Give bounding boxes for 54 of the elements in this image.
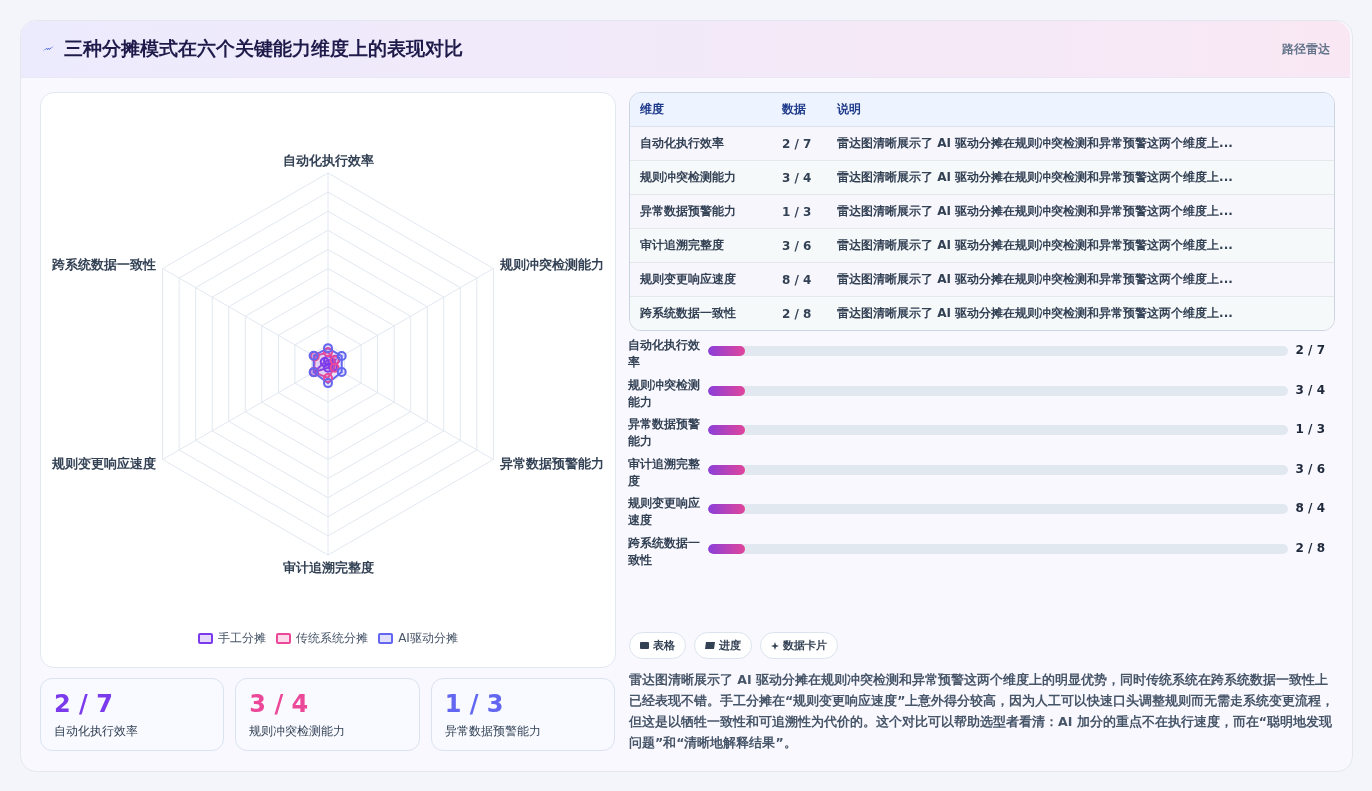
spoke-label: 异常数据预警能力 xyxy=(499,456,605,472)
text: 说明 xyxy=(836,101,862,118)
category-label: 自动化执行效率 xyxy=(639,135,725,152)
legend-label: 手工分摊 xyxy=(217,630,267,647)
text: 雷达图清晰展示了 AI 驱动分摊在规则冲突检测和异常预警这两个维度上... xyxy=(836,169,1234,186)
text: 进度 xyxy=(694,632,752,659)
category-label: 规则变更响应速度 xyxy=(628,495,701,529)
text: 路径雷达 xyxy=(1282,40,1330,58)
category-label: 异常数据预警能力 xyxy=(444,723,542,740)
legend-label: AI驱动分摊 xyxy=(397,630,458,647)
category-label: 规则冲突检测能力 xyxy=(639,169,737,186)
spoke-label: 规则冲突检测能力 xyxy=(499,257,605,273)
text: 8 / 4 xyxy=(1295,501,1325,515)
text: 1 / 3 xyxy=(444,690,504,718)
category-label: 跨系统数据一致性 xyxy=(639,305,737,322)
text: 3 / 6 xyxy=(782,238,812,253)
text: 3 / 6 xyxy=(1295,461,1325,476)
text: 表格 xyxy=(629,632,686,659)
category-label: 规则冲突检测能力 xyxy=(249,723,347,740)
category-label: 规则变更响应速度 xyxy=(639,271,737,288)
text: 2 / 8 xyxy=(1295,540,1325,555)
category-label: 异常数据预警能力 xyxy=(639,203,737,220)
spoke-label: 跨系统数据一致性 xyxy=(50,257,156,273)
text: 雷达图清晰展示了 AI 驱动分摊在规则冲突检测和异常预警这两个维度上... xyxy=(836,135,1234,152)
category-label: 自动化执行效率 xyxy=(54,723,139,740)
text: 雷达图清晰展示了 AI 驱动分摊在规则冲突检测和异常预警这两个维度上... xyxy=(836,271,1234,288)
text: 数据 xyxy=(781,101,807,118)
text: 2 / 7 xyxy=(54,690,113,718)
category-label: 审计追溯完整度 xyxy=(628,455,701,490)
text: 3 / 4 xyxy=(782,170,812,185)
text: 2 / 7 xyxy=(782,136,812,151)
text: 1 / 3 xyxy=(1295,422,1325,436)
category-label: 审计追溯完整度 xyxy=(639,237,725,254)
text: 2 / 7 xyxy=(1295,343,1325,357)
text: 3 / 4 xyxy=(249,690,309,718)
text: 雷达图清晰展示了 AI 驱动分摊在规则冲突检测和异常预警这两个维度上... xyxy=(836,237,1234,254)
text: 三种分摊模式在六个关键能力维度上的表现对比 xyxy=(64,36,463,61)
spoke-label: 自动化执行效率 xyxy=(282,153,374,168)
text: 雷达图清晰展示了 AI 驱动分摊在规则冲突检测和异常预警这两个维度上的明显优势，同时传统系统在跨系统数据一致性上已经表现不错。手工分摊在“规则变更响应速度”上意外得分较高，因为人工可以快速口头调整规则而无需走系统变更流程，但这是以牺牲一致性和可追溯性为代价的。这个对比可以帮助选型者看清：AI 加分的重点不在执行速度，而在“聪明地发现问题”和“清晰地解释结果”。 xyxy=(629,671,1336,752)
spoke-label: 规则变更响应速度 xyxy=(50,456,156,472)
text: 2 / 8 xyxy=(782,306,812,321)
legend-label: 传统系统分摊 xyxy=(295,630,369,647)
category-label: 规则冲突检测能力 xyxy=(628,376,701,411)
text: 雷达图清晰展示了 AI 驱动分摊在规则冲突检测和异常预警这两个维度上... xyxy=(836,203,1234,220)
text: 雷达图清晰展示了 AI 驱动分摊在规则冲突检测和异常预警这两个维度上... xyxy=(836,305,1234,322)
text: 8 / 4 xyxy=(782,272,812,287)
text: 维度 xyxy=(639,101,665,118)
text: 1 / 3 xyxy=(782,204,812,219)
spoke-label: 审计追溯完整度 xyxy=(282,560,374,576)
text: 3 / 4 xyxy=(1295,382,1325,397)
text: 数据卡片 xyxy=(760,632,838,659)
category-label: 跨系统数据一致性 xyxy=(628,534,701,569)
category-label: 自动化执行效率 xyxy=(628,337,701,371)
category-label: 异常数据预警能力 xyxy=(628,416,701,450)
